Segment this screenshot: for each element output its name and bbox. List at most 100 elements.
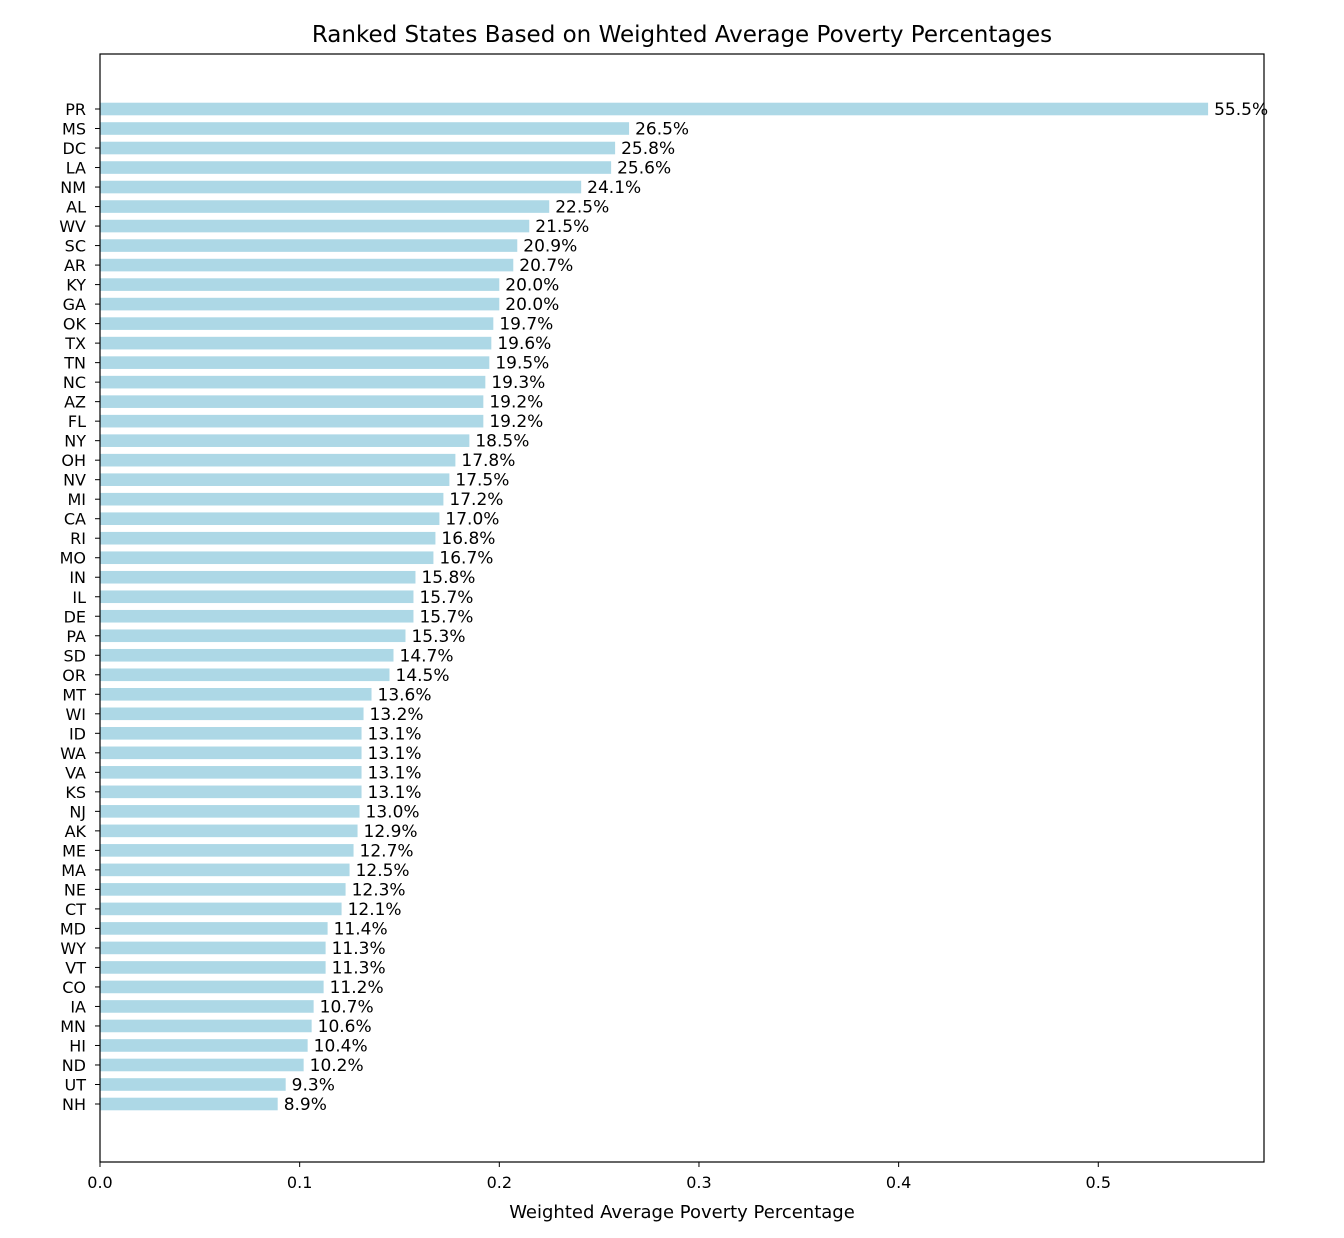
x-tick-label-3: 0.3 — [686, 1173, 711, 1192]
data-label-mi: 17.2% — [449, 490, 503, 510]
bar-mo — [100, 551, 434, 565]
y-tick-label-wv: WV — [59, 217, 86, 236]
y-tick-label-nd: ND — [62, 1056, 86, 1075]
data-label-ri: 16.8% — [441, 529, 495, 549]
bar-nv — [100, 473, 450, 486]
y-tick-label-mn: MN — [60, 1017, 86, 1036]
bar-tx — [100, 336, 492, 350]
bar-de — [100, 609, 414, 623]
bar-in — [100, 570, 416, 584]
y-tick-label-pr: PR — [65, 100, 86, 119]
bar-ia — [100, 1000, 314, 1013]
data-label-ak: 12.9% — [364, 822, 418, 842]
y-tick-label-ma: MA — [61, 861, 86, 880]
x-axis: 0.0 0.1 0.2 0.3 0.4 0.5 — [87, 1162, 1111, 1192]
bar-mi — [100, 492, 444, 506]
y-tick-label-ny: NY — [64, 432, 86, 451]
y-tick-label-nm: NM — [60, 178, 86, 197]
y-tick-label-mt: MT — [62, 685, 86, 704]
y-tick-label-ky: KY — [66, 276, 86, 295]
data-label-ut: 9.3% — [292, 1075, 335, 1095]
data-label-hi: 10.4% — [314, 1036, 368, 1056]
labels-group: 55.5% 26.5%25.8%25.6%24.1%22.5%21.5%20.9%… — [284, 100, 1268, 1115]
y-tick-label-nh: NH — [62, 1095, 86, 1114]
data-label-ct: 12.1% — [348, 900, 402, 920]
bar-me — [100, 844, 354, 857]
data-label-tx: 19.6% — [497, 334, 551, 354]
bar-az — [100, 395, 484, 408]
bar-wv — [100, 219, 530, 233]
bar-al — [100, 200, 550, 213]
y-tick-label-ms: MS — [62, 120, 86, 139]
data-label-vt: 11.3% — [332, 958, 386, 978]
data-label-nm: 24.1% — [587, 178, 641, 198]
data-label-wa: 13.1% — [368, 744, 422, 764]
bar-ar — [100, 258, 514, 272]
y-tick-label-de: DE — [64, 607, 86, 626]
data-label-wy: 11.3% — [332, 939, 386, 959]
data-label-mo: 16.7% — [439, 549, 493, 569]
y-tick-label-ga: GA — [63, 295, 86, 314]
data-label-mn: 10.6% — [318, 1017, 372, 1037]
y-tick-label-ut: UT — [65, 1075, 87, 1094]
data-label-sc: 20.9% — [523, 237, 577, 257]
bar-ms — [100, 122, 630, 135]
data-label-ia: 10.7% — [320, 997, 374, 1017]
data-label-wv: 21.5% — [535, 217, 589, 237]
y-tick-label-wi: WI — [65, 705, 86, 724]
y-tick-label-tx: TX — [64, 334, 86, 353]
y-tick-label-tn: TN — [63, 354, 86, 373]
bar-pr — [100, 102, 1209, 116]
x-tick-label-4: 0.4 — [886, 1173, 911, 1192]
bar-sc — [100, 239, 518, 252]
data-label-ga: 20.0% — [505, 295, 559, 315]
bar-wa — [100, 746, 362, 760]
y-tick-label-la: LA — [66, 159, 86, 178]
bar-dc — [100, 141, 616, 155]
bar-ak — [100, 824, 358, 838]
y-tick-label-ct: CT — [65, 900, 86, 919]
y-tick-label-pa: PA — [66, 627, 86, 646]
y-tick-label-ia: IA — [70, 997, 86, 1016]
data-label-fl: 19.2% — [489, 412, 543, 432]
y-tick-label-me: ME — [62, 841, 86, 860]
y-tick-label-nj: NJ — [69, 802, 86, 821]
data-label-az: 19.2% — [489, 393, 543, 413]
bar-ne — [100, 883, 346, 896]
data-label-ks: 13.1% — [368, 783, 422, 803]
data-label-pr: 55.5% — [1214, 100, 1268, 120]
y-tick-label-nv: NV — [63, 471, 86, 490]
bar-ky — [100, 278, 500, 291]
data-label-dc: 25.8% — [621, 139, 675, 159]
data-label-oh: 17.8% — [461, 451, 515, 471]
x-tick-label-1: 0.1 — [287, 1173, 312, 1192]
bar-wy — [100, 941, 326, 955]
y-tick-label-oh: OH — [61, 451, 86, 470]
bar-nh — [100, 1097, 278, 1111]
data-label-wi: 13.2% — [370, 705, 424, 725]
bar-va — [100, 766, 362, 779]
bar-nd — [100, 1058, 304, 1072]
bar-mn — [100, 1019, 312, 1033]
bar-la — [100, 161, 612, 174]
data-label-ma: 12.5% — [356, 861, 410, 881]
data-label-nd: 10.2% — [310, 1056, 364, 1076]
bar-ga — [100, 297, 500, 311]
data-label-nv: 17.5% — [455, 471, 509, 491]
data-label-mt: 13.6% — [378, 685, 432, 705]
data-label-sd: 14.7% — [400, 646, 454, 666]
data-label-co: 11.2% — [330, 978, 384, 998]
y-tick-label-ri: RI — [70, 529, 86, 548]
bar-fl — [100, 414, 484, 428]
y-tick-label-wy: WY — [60, 939, 86, 958]
y-tick-label-mi: MI — [67, 490, 86, 509]
data-label-ar: 20.7% — [519, 256, 573, 276]
y-tick-label-ak: AK — [65, 822, 87, 841]
bar-ma — [100, 863, 350, 877]
y-tick-label-or: OR — [62, 666, 86, 685]
y-tick-label-hi: HI — [69, 1036, 86, 1055]
data-label-me: 12.7% — [360, 841, 414, 861]
y-tick-label-ne: NE — [64, 880, 86, 899]
y-tick-label-sd: SD — [64, 646, 86, 665]
